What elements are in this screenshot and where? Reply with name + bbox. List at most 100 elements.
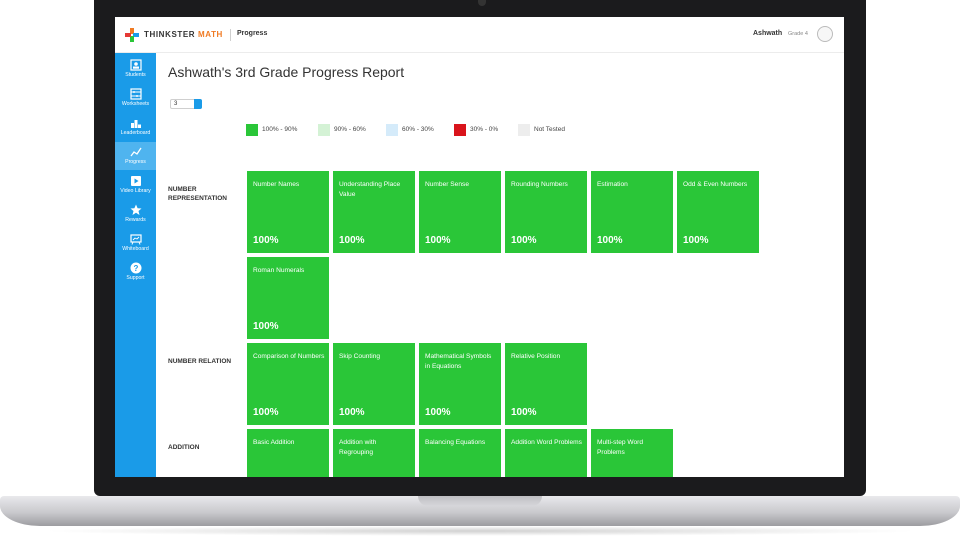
skill-tile-name: Skip Counting xyxy=(339,353,381,360)
sidebar-item-video-library[interactable]: Video Library xyxy=(115,171,156,199)
sidebar: Students Worksheets Leaderboard Progress… xyxy=(115,53,156,477)
skill-tile-name: Rounding Numbers xyxy=(511,181,568,188)
skill-tile-percent: 100% xyxy=(511,235,537,246)
legend-swatch xyxy=(518,124,530,136)
skill-tile-percent: 100% xyxy=(253,235,279,246)
sidebar-item-label: Video Library xyxy=(120,188,151,194)
skill-tile-percent: 100% xyxy=(425,407,451,418)
star-icon xyxy=(130,204,141,215)
grade-select[interactable]: 3 xyxy=(170,99,202,109)
section-label-line: ADDITION xyxy=(168,444,200,451)
skill-tile-name: Estimation xyxy=(597,181,628,188)
skill-tile[interactable]: Balancing Equations xyxy=(419,429,501,477)
skill-tile[interactable]: Multi-step Word Problems xyxy=(591,429,673,477)
skill-tile-name: Addition Word Problems xyxy=(511,439,582,446)
screen: THINKSTER MATH Progress Ashwath Grade 4 … xyxy=(115,17,844,477)
camera xyxy=(478,0,486,6)
legend-label: 100% - 90% xyxy=(262,126,298,133)
section-title: Progress xyxy=(237,30,268,37)
brand-accent: MATH xyxy=(198,30,223,39)
legend-label: 30% - 0% xyxy=(470,126,499,133)
legend-swatch xyxy=(318,124,330,136)
progress-chart-icon xyxy=(129,147,142,157)
skill-tile-name: Mathematical Symbols in Equations xyxy=(425,353,492,370)
grade-select-value: 3 xyxy=(174,101,178,107)
skill-tile[interactable]: Number Names 100% xyxy=(247,171,329,253)
section-label-addition: ADDITION xyxy=(168,443,199,452)
skill-tile-name: Basic Addition xyxy=(253,439,295,446)
skill-tile[interactable]: Estimation 100% xyxy=(591,171,673,253)
skill-tile-name: Understanding Place Value xyxy=(339,181,401,198)
legend-label: Not Tested xyxy=(534,126,565,133)
laptop-notch xyxy=(418,496,542,506)
sidebar-item-whiteboard[interactable]: Whiteboard xyxy=(115,229,156,257)
legend-label: 90% - 60% xyxy=(334,126,366,133)
skill-tile[interactable]: Roman Numerals 100% xyxy=(247,257,329,339)
skill-tile-name: Comparison of Numbers xyxy=(253,353,325,360)
section-label-line: NUMBER RELATION xyxy=(168,358,232,365)
section-label-number-relation: NUMBER RELATION xyxy=(168,357,231,366)
skill-tile-percent: 100% xyxy=(253,407,279,418)
skill-tile-name: Number Names xyxy=(253,181,300,188)
legend-swatch xyxy=(386,124,398,136)
skill-tile[interactable]: Understanding Place Value 100% xyxy=(333,171,415,253)
sidebar-item-label: Rewards xyxy=(125,217,146,223)
skill-tile[interactable]: Number Sense 100% xyxy=(419,171,501,253)
sidebar-item-label: Students xyxy=(125,72,146,78)
legend-swatch xyxy=(454,124,466,136)
skill-tile-name: Multi-step Word Problems xyxy=(597,439,644,456)
sidebar-item-leaderboard[interactable]: Leaderboard xyxy=(115,113,156,141)
sidebar-item-support[interactable]: ? Support xyxy=(115,258,156,286)
laptop-shadow xyxy=(40,526,920,536)
user-grade: Grade 4 xyxy=(788,31,808,37)
sidebar-item-progress[interactable]: Progress xyxy=(115,142,156,170)
section-label-line: NUMBER xyxy=(168,186,197,193)
section-label-number-representation: NUMBER REPRESENTATION xyxy=(168,185,227,203)
skill-tile-percent: 100% xyxy=(425,235,451,246)
skill-tile[interactable]: Mathematical Symbols in Equations 100% xyxy=(419,343,501,425)
skill-tile-percent: 100% xyxy=(511,407,537,418)
skill-tile-name: Balancing Equations xyxy=(425,439,486,446)
skill-tile-name: Number Sense xyxy=(425,181,469,188)
page-title: Ashwath's 3rd Grade Progress Report xyxy=(168,64,405,80)
skill-tile[interactable]: Relative Position 100% xyxy=(505,343,587,425)
skill-tile[interactable]: Odd & Even Numbers 100% xyxy=(677,171,759,253)
skill-tile-percent: 100% xyxy=(683,235,709,246)
legend-label: 60% - 30% xyxy=(402,126,434,133)
skill-tile[interactable]: Comparison of Numbers 100% xyxy=(247,343,329,425)
brand-main: THINKSTER xyxy=(144,30,196,39)
whiteboard-icon xyxy=(129,234,142,245)
skill-tile[interactable]: Rounding Numbers 100% xyxy=(505,171,587,253)
skill-tile-name: Relative Position xyxy=(511,353,561,360)
skill-tile[interactable]: Basic Addition xyxy=(247,429,329,477)
skill-tile-percent: 100% xyxy=(339,407,365,418)
help-icon: ? xyxy=(130,262,141,274)
brand-logo[interactable]: THINKSTER MATH xyxy=(144,30,223,39)
spinner-arrows-icon[interactable] xyxy=(194,99,202,109)
students-icon xyxy=(129,59,142,71)
skill-tile-name: Addition with Regrouping xyxy=(339,439,377,456)
sidebar-item-label: Leaderboard xyxy=(120,130,151,136)
skill-tile-name: Roman Numerals xyxy=(253,267,305,274)
legend-swatch xyxy=(246,124,258,136)
skill-tile[interactable]: Addition with Regrouping xyxy=(333,429,415,477)
sidebar-item-label: Whiteboard xyxy=(122,246,149,252)
main-content: Ashwath's 3rd Grade Progress Report 3 10… xyxy=(156,53,844,477)
user-name[interactable]: Ashwath xyxy=(753,30,783,37)
abacus-icon xyxy=(129,88,142,100)
skill-tile-percent: 100% xyxy=(253,321,279,332)
sidebar-item-students[interactable]: Students xyxy=(115,55,156,83)
sidebar-item-worksheets[interactable]: Worksheets xyxy=(115,84,156,112)
skill-tile-percent: 100% xyxy=(339,235,365,246)
video-icon xyxy=(130,176,141,186)
sidebar-item-label: Support xyxy=(126,275,145,281)
section-label-line: REPRESENTATION xyxy=(168,195,227,202)
sidebar-item-rewards[interactable]: Rewards xyxy=(115,200,156,228)
avatar[interactable] xyxy=(817,26,833,42)
skill-tile[interactable]: Addition Word Problems xyxy=(505,429,587,477)
skill-tile[interactable]: Skip Counting 100% xyxy=(333,343,415,425)
sidebar-item-label: Worksheets xyxy=(121,101,150,107)
sidebar-item-label: Progress xyxy=(125,159,146,165)
nav-divider xyxy=(230,29,231,41)
thinkster-logo-icon xyxy=(125,28,139,42)
